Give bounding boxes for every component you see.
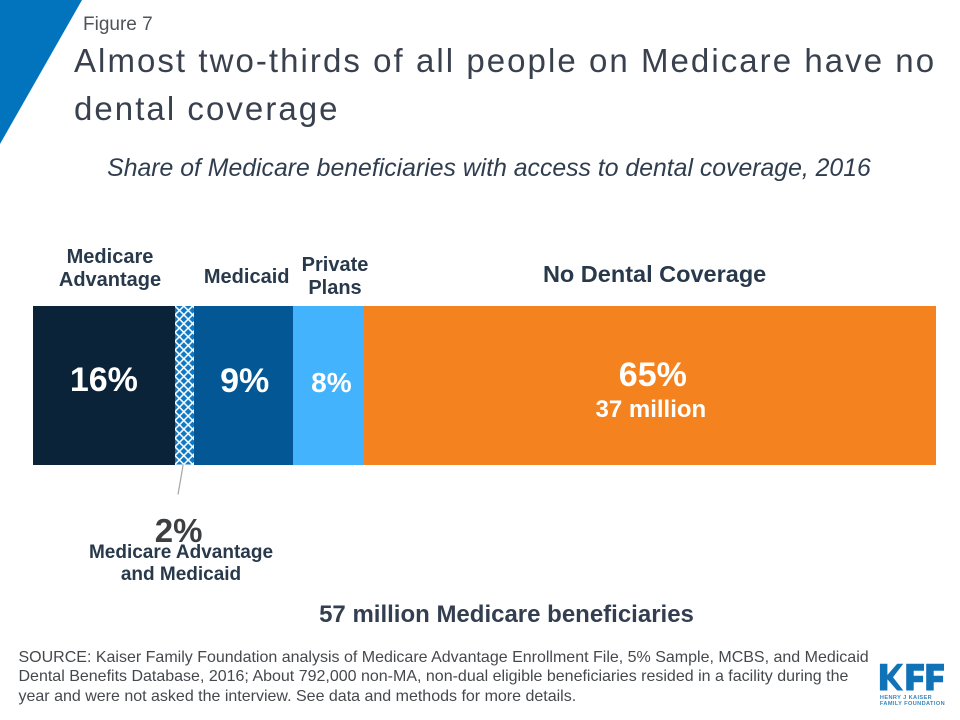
svg-text:FAMILY FOUNDATION: FAMILY FOUNDATION [880,701,945,707]
svg-text:HENRY J KAISER: HENRY J KAISER [880,695,932,701]
